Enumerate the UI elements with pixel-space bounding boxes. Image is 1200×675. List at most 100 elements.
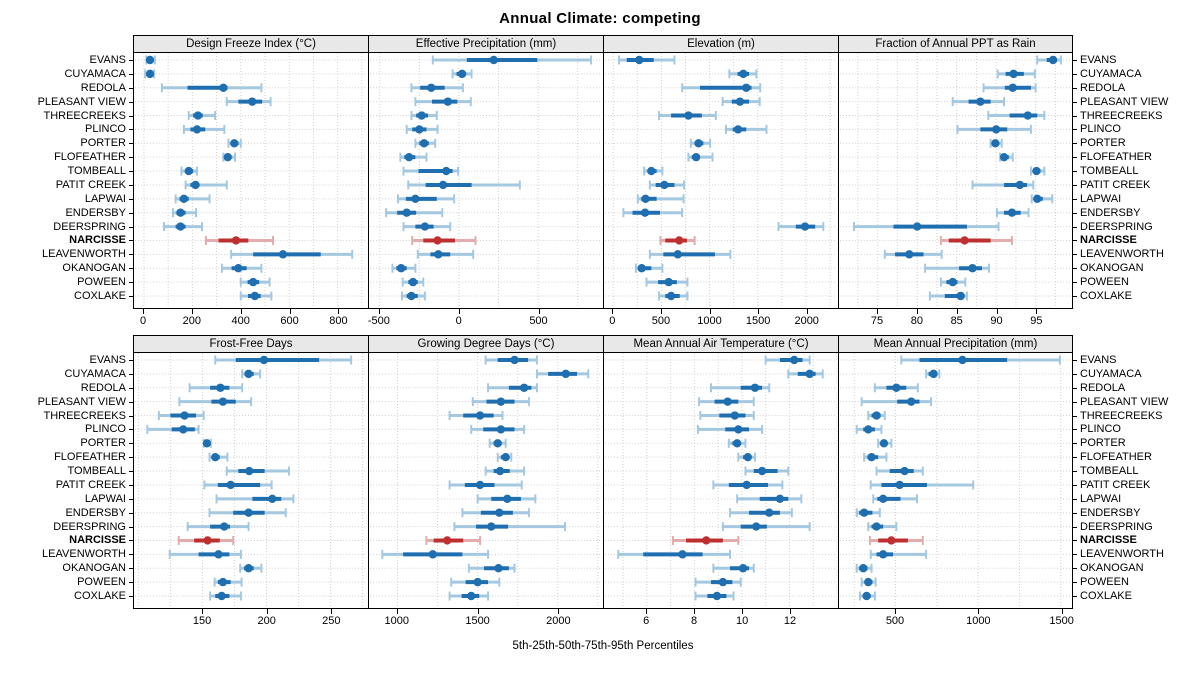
percentile-bar-normal (157, 411, 205, 421)
station-axis-tick (129, 484, 133, 486)
station-axis-tick (1073, 212, 1077, 214)
percentile-bar-normal (855, 424, 883, 434)
station-label: LEAVENWORTH (42, 248, 126, 261)
axis-tick-label: -500 (367, 315, 390, 327)
percentile-bar-normal (174, 194, 211, 204)
station-label: TOMBEALL (1080, 165, 1139, 178)
station-label: FLOFEATHER (54, 451, 126, 464)
percentile-bar-normal (410, 83, 464, 93)
median-dot (678, 550, 687, 559)
median-dot (948, 277, 957, 287)
axis-tick-label: 90 (990, 315, 1003, 327)
percentile-bar-normal (863, 452, 888, 462)
median-dot (859, 508, 869, 517)
station-label: POWEEN (1080, 576, 1129, 589)
percentile-bar-normal (208, 452, 229, 462)
station-axis-tick (1073, 540, 1077, 542)
station-label: CUYAMACA (64, 367, 126, 380)
station-label: EVANS (1080, 54, 1117, 66)
median-dot (765, 508, 774, 517)
median-dot (976, 97, 985, 106)
station-axis-tick (129, 360, 133, 361)
station-axis-tick (129, 101, 133, 103)
median-dot (872, 522, 881, 531)
panel-row-top: EVANS CUYAMACA REDOLA PLEASANT VIEW THREECRE… (0, 35, 1200, 309)
station-label: DEERSPRING (1080, 220, 1153, 233)
percentile-bar-normal (971, 180, 1035, 190)
station-axis-tick (129, 212, 133, 214)
percentile-bar-normal (996, 69, 1036, 79)
median-dot (805, 369, 814, 379)
median-dot (396, 264, 406, 273)
station-label: PATIT CREEK (1080, 478, 1151, 491)
percentile-bar-normal (622, 208, 684, 218)
panel-plot-area (839, 353, 1072, 608)
station-label: OKANOGAN (62, 562, 126, 575)
station-axis-tick (1073, 226, 1077, 228)
station-label: PLEASANT VIEW (1080, 95, 1169, 108)
axis-tick (758, 309, 760, 314)
percentile-bar-normal (1030, 194, 1054, 204)
percentile-bar-normal (396, 194, 456, 204)
median-dot (176, 208, 185, 217)
percentile-bar-normal (476, 494, 537, 504)
station-axis-tick (129, 540, 133, 542)
panel-axis: -500 0 500 (368, 309, 603, 335)
median-dot (862, 591, 871, 601)
percentile-bar-normal (900, 355, 1061, 365)
median-dot (684, 111, 693, 120)
panel: Elevation (m) (603, 35, 838, 309)
percentile-bar-normal (222, 152, 236, 162)
station-label: LEAVENWORTH (42, 548, 126, 561)
percentiles-caption: 5th-25th-50th-75th-95th Percentiles (512, 640, 694, 652)
axis-spacer (0, 609, 133, 635)
median-dot (417, 111, 426, 120)
station-label: REDOLA (80, 81, 126, 94)
median-dot (859, 564, 868, 573)
station-axis-tick (1073, 498, 1077, 500)
station-axis-tick (129, 373, 133, 375)
panel-axis: 0 500 1000 1500 2000 (603, 309, 838, 335)
station-axis-tick (1073, 198, 1077, 200)
station-label: PORTER (1080, 437, 1126, 450)
median-dot (501, 452, 510, 462)
panel-axis: 1000 1500 2000 (368, 609, 603, 635)
median-dot (991, 139, 1000, 148)
station-axis-tick (1073, 73, 1077, 75)
station-axis-tick (1073, 240, 1077, 242)
station-label: CUYAMACA (1080, 67, 1142, 80)
percentile-bar-normal (484, 355, 538, 365)
panel-axis: 0 200 400 600 800 (133, 309, 368, 335)
median-dot (1015, 180, 1025, 190)
station-axis-tick (1073, 512, 1077, 514)
median-dot (404, 152, 414, 162)
percentile-bar-normal (925, 369, 941, 379)
median-dot (179, 194, 189, 204)
axis-tick-label: 85 (950, 315, 963, 327)
percentile-bar-normal (145, 55, 156, 65)
panel-axis: 500 1000 1500 (838, 609, 1074, 635)
station-axis-tick (1073, 87, 1077, 89)
axis-tick-label: 200 (182, 315, 202, 327)
axis-tick-label: 150 (192, 615, 212, 627)
station-axis-tick (1073, 295, 1077, 297)
percentile-bar-normal (687, 152, 714, 162)
axis-tick-label: 6 (643, 615, 650, 627)
percentile-bar-normal (414, 97, 472, 107)
station-label: DEERSPRING (53, 520, 126, 533)
median-dot (887, 536, 896, 545)
median-dot (220, 522, 229, 531)
panel-plot-area (134, 53, 367, 308)
percentile-bar-highlight (177, 535, 235, 545)
axis-tick (378, 309, 380, 314)
station-label: ENDERSBY (65, 206, 126, 219)
median-dot (503, 494, 512, 504)
panel: Design Freeze Index (°C) (133, 35, 368, 309)
percentile-bar-normal (643, 166, 664, 176)
station-label-column-left: EVANS CUYAMACA REDOLA PLEASANT VIEW THREECRE… (0, 35, 133, 309)
percentile-bar-normal (496, 452, 513, 462)
percentile-bar-normal (694, 577, 742, 587)
station-label: PATIT CREEK (1080, 178, 1151, 191)
median-dot (218, 397, 228, 406)
station-axis-tick (1073, 143, 1077, 145)
